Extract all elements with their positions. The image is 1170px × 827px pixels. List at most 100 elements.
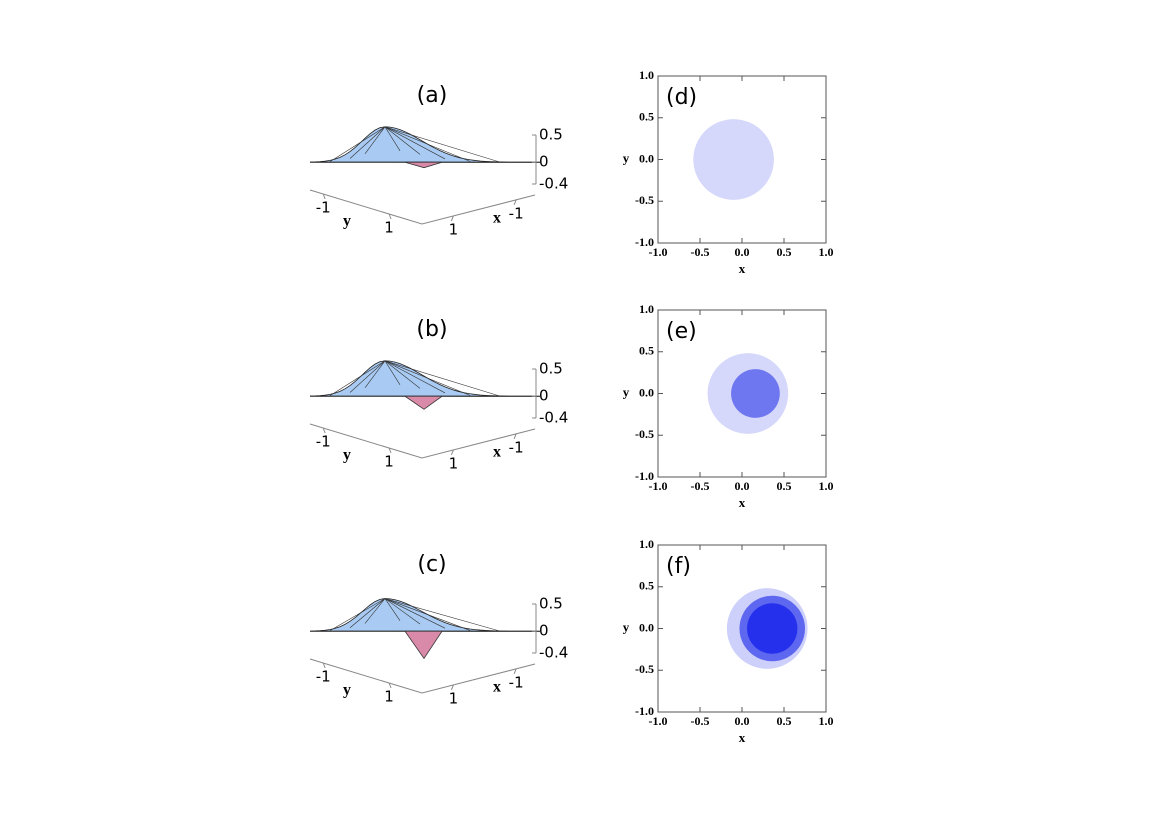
x-tick-label: -1 bbox=[509, 673, 524, 691]
mesh-line bbox=[384, 598, 501, 632]
x-tick-label: -1.0 bbox=[649, 479, 668, 493]
x-tick-label: 1.0 bbox=[819, 479, 834, 493]
floor-edge bbox=[309, 189, 536, 225]
x-axis-label: x bbox=[493, 210, 501, 227]
x-tick-label: 1.0 bbox=[819, 245, 834, 259]
floor-edge bbox=[309, 658, 536, 694]
mesh-line bbox=[384, 360, 471, 396]
x-tick bbox=[513, 433, 517, 440]
mesh-line bbox=[384, 598, 421, 625]
x-axis-label: x bbox=[739, 495, 746, 510]
z-tick-label: 0.5 bbox=[539, 595, 563, 613]
panel-title: (f) bbox=[666, 554, 691, 579]
y-axis-label: y bbox=[623, 619, 630, 634]
dip bbox=[404, 630, 443, 660]
y-tick bbox=[388, 447, 392, 454]
x-axis-label: x bbox=[739, 261, 746, 276]
x-tick-label: -0.5 bbox=[691, 714, 710, 728]
mesh-line bbox=[329, 126, 386, 162]
mesh-line bbox=[384, 126, 421, 155]
z-tick-label: -0.4 bbox=[539, 409, 568, 427]
x-tick-label: 0.5 bbox=[777, 479, 792, 493]
y-tick-label: -0.5 bbox=[635, 427, 654, 441]
mesh-line bbox=[384, 598, 446, 629]
surface bbox=[309, 126, 541, 163]
mesh-line bbox=[384, 126, 446, 160]
x-tick-label: 0.0 bbox=[735, 245, 750, 259]
y-axis-label: y bbox=[623, 384, 630, 399]
surface bbox=[309, 360, 541, 397]
y-tick bbox=[322, 193, 326, 200]
y-tick-label: 0.0 bbox=[639, 151, 654, 165]
mesh-line bbox=[384, 598, 401, 621]
y-axis-label: y bbox=[343, 213, 351, 230]
region bbox=[693, 119, 774, 200]
y-tick-label: 1.0 bbox=[639, 537, 654, 551]
z-tick-label: 0.5 bbox=[539, 360, 563, 378]
mesh-line bbox=[384, 360, 501, 397]
y-tick-label: 0.5 bbox=[639, 110, 654, 124]
mesh-line bbox=[329, 598, 386, 631]
panel-title: (b) bbox=[416, 317, 447, 342]
y-tick-label: -0.5 bbox=[635, 662, 654, 676]
mesh-line bbox=[349, 360, 386, 393]
y-tick-label: 1.0 bbox=[639, 302, 654, 316]
y-tick bbox=[322, 662, 326, 669]
x-tick-label: 0.0 bbox=[735, 714, 750, 728]
mesh-line bbox=[349, 126, 386, 159]
y-tick-label: 1 bbox=[384, 688, 394, 706]
y-tick-label: -1.0 bbox=[635, 469, 654, 483]
x-tick-label: 0.5 bbox=[777, 245, 792, 259]
region bbox=[731, 369, 780, 418]
y-tick-label: 0.5 bbox=[639, 344, 654, 358]
x-axis-label: x bbox=[739, 730, 746, 745]
x-tick bbox=[513, 199, 517, 206]
panel-title: (e) bbox=[666, 319, 697, 344]
region bbox=[747, 603, 798, 654]
mesh-line bbox=[364, 126, 386, 155]
z-tick-label: 0.5 bbox=[539, 126, 563, 144]
mesh-line bbox=[384, 360, 401, 385]
mesh-line bbox=[364, 360, 386, 389]
x-axis-label: x bbox=[493, 444, 501, 461]
y-tick-label: 1 bbox=[384, 453, 394, 471]
mesh-line bbox=[384, 360, 421, 389]
y-tick-label: -1 bbox=[316, 433, 331, 451]
y-tick-label: 0.5 bbox=[639, 579, 654, 593]
panel-title: (d) bbox=[666, 85, 697, 110]
z-tick-label: 0 bbox=[539, 622, 549, 640]
x-tick-label: 1 bbox=[449, 220, 459, 238]
x-tick-label: 1 bbox=[449, 454, 459, 472]
x-tick bbox=[450, 684, 454, 691]
y-tick-label: -1.0 bbox=[635, 235, 654, 249]
z-tick-label: -0.4 bbox=[539, 175, 568, 193]
x-tick-label: 1 bbox=[449, 689, 459, 707]
mesh-line bbox=[384, 598, 471, 631]
y-axis-label: y bbox=[343, 682, 351, 699]
y-tick-label: 0.0 bbox=[639, 385, 654, 399]
x-tick bbox=[513, 668, 517, 675]
x-tick-label: -1.0 bbox=[649, 714, 668, 728]
x-tick-label: -1 bbox=[509, 438, 524, 456]
floor-edge bbox=[309, 423, 536, 459]
x-tick-label: 0.5 bbox=[777, 714, 792, 728]
x-tick-label: -1 bbox=[509, 204, 524, 222]
mesh-line bbox=[329, 360, 386, 396]
y-axis-label: y bbox=[343, 447, 351, 464]
mesh-line bbox=[364, 598, 386, 624]
mesh-line bbox=[384, 126, 471, 162]
x-tick-label: 1.0 bbox=[819, 714, 834, 728]
mesh-line bbox=[384, 126, 401, 151]
y-tick-label: -1.0 bbox=[635, 704, 654, 718]
dip bbox=[404, 161, 443, 169]
y-tick-label: -0.5 bbox=[635, 193, 654, 207]
z-tick-label: 0 bbox=[539, 387, 549, 405]
x-tick-label: -0.5 bbox=[691, 479, 710, 493]
y-tick-label: 1 bbox=[384, 219, 394, 237]
y-tick bbox=[388, 213, 392, 220]
mesh-line bbox=[384, 126, 501, 163]
y-tick-label: -1 bbox=[316, 199, 331, 217]
z-tick-label: 0 bbox=[539, 153, 549, 171]
y-axis-label: y bbox=[623, 150, 630, 165]
